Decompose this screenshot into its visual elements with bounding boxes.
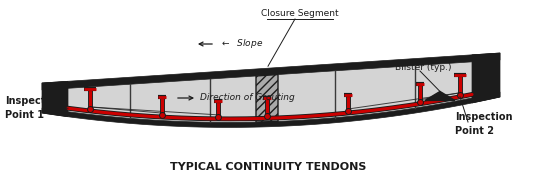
Polygon shape <box>42 60 500 122</box>
Polygon shape <box>425 91 455 100</box>
Text: Direction of Grouting: Direction of Grouting <box>200 93 295 102</box>
Text: Closure Segment: Closure Segment <box>261 10 339 19</box>
Polygon shape <box>42 81 68 117</box>
Polygon shape <box>42 53 500 90</box>
Polygon shape <box>256 75 278 122</box>
Polygon shape <box>42 92 500 127</box>
Text: Blister (typ.): Blister (typ.) <box>395 63 452 72</box>
Polygon shape <box>472 53 500 103</box>
Text: TYPICAL CONTINUITY TENDONS: TYPICAL CONTINUITY TENDONS <box>170 162 366 172</box>
Text: Inspection
Point 2: Inspection Point 2 <box>455 112 512 136</box>
Text: Inspection
Point 1: Inspection Point 1 <box>5 96 62 120</box>
Text: $\leftarrow$  Slope: $\leftarrow$ Slope <box>220 37 263 51</box>
